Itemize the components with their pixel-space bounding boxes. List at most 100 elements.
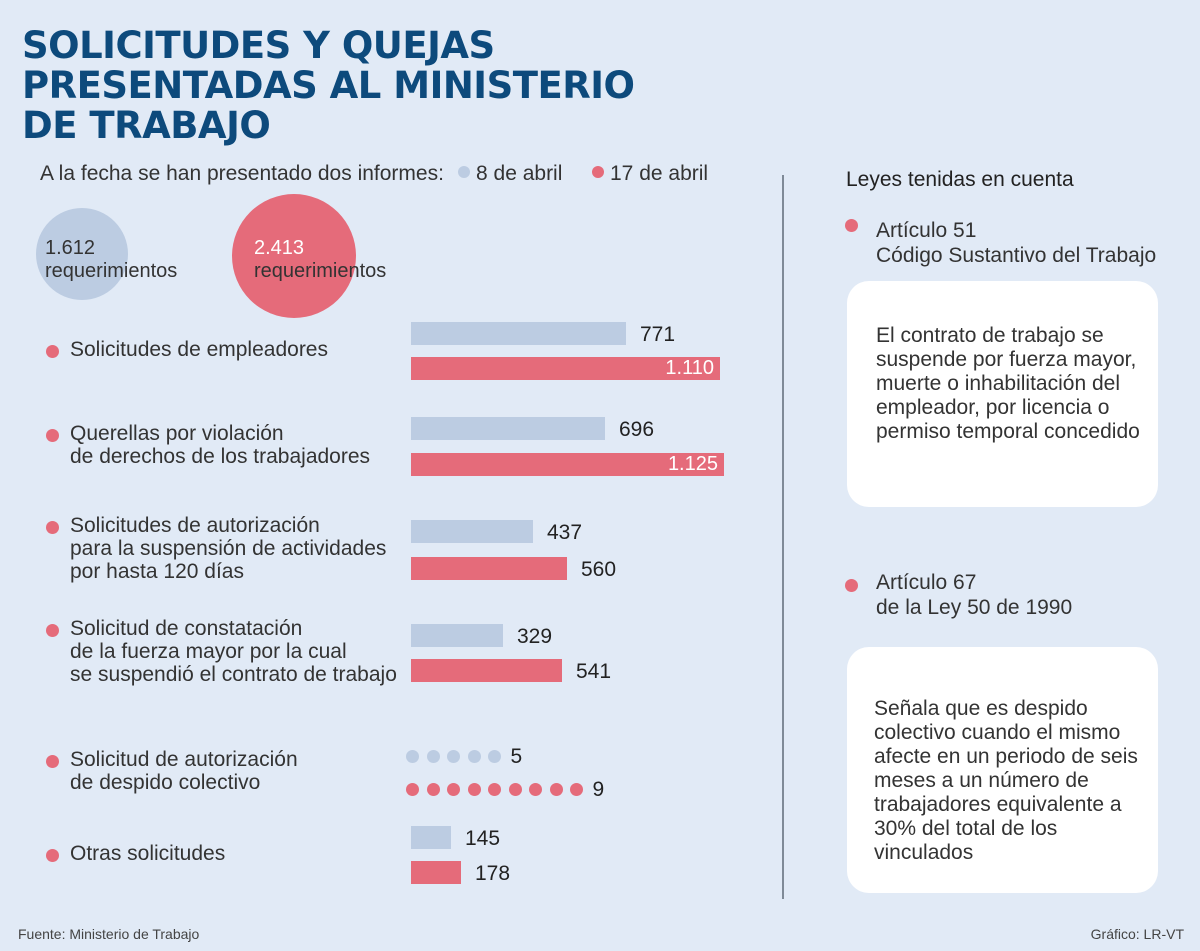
data-label: 5 [510, 745, 523, 768]
category-label: Querellas por violación de derechos de lo… [70, 422, 370, 468]
data-bar [411, 659, 562, 682]
data-label: 329 [517, 625, 553, 648]
data-bar [411, 357, 720, 380]
data-bar [411, 417, 605, 440]
category-label-line: se suspendió el contrato de trabajo [70, 662, 397, 686]
law-text-line: Señala que es despido [874, 697, 1088, 720]
source-note: Fuente: Ministerio de Trabajo [18, 926, 200, 942]
category-bullet [46, 520, 59, 534]
law-text-line: muerte o inhabilitación del [876, 372, 1120, 395]
law-heading-line: Artículo 67 [876, 571, 977, 594]
data-dot [508, 783, 522, 796]
category-label-line: Querellas por violación [70, 421, 284, 445]
law-text-line: trabajadores equivalente a [874, 793, 1122, 816]
credit-note: Gráfico: LR-VT [1090, 926, 1184, 942]
law-bullet [845, 219, 858, 232]
category-bullet [46, 344, 59, 358]
data-bar [411, 520, 533, 543]
data-dot [467, 750, 481, 763]
data-dot [570, 783, 583, 796]
category-label-line: Solicitud de autorización [70, 748, 298, 771]
law-box-articulo-51 [847, 281, 1158, 507]
data-label: 541 [576, 660, 612, 683]
divider [782, 175, 784, 899]
legend-item-8-abril: 8 de abril [458, 162, 562, 186]
title-line: DE TRABAJO [22, 104, 271, 147]
category-label: Otras solicitudes [70, 842, 225, 865]
total-unit: requerimientos [254, 260, 387, 282]
law-text-line: afecte en un periodo de seis [874, 745, 1138, 768]
law-text-line: vinculados [874, 841, 974, 864]
data-dot [426, 783, 440, 796]
law-text-line: empleador, por licencia o [876, 396, 1110, 419]
law-bullet [845, 579, 858, 592]
data-dot [447, 783, 460, 796]
law-heading-articulo-67: Artículo 67 de la Ley 50 de 1990 [876, 570, 1072, 620]
category-label: Solicitud de autorización de despido cole… [70, 748, 298, 794]
law-text-line: suspende por fuerza mayor, [876, 348, 1137, 371]
category-label-line: Solicitud de constatación [70, 616, 303, 640]
data-bar [411, 557, 567, 580]
total-unit: requerimientos [45, 260, 178, 282]
category-bullet [46, 848, 59, 862]
law-text-articulo-51: El contrato de trabajo se suspende por f… [876, 324, 1140, 444]
total-value: 2.413 [254, 237, 305, 259]
data-label: 1.110 [665, 357, 714, 379]
law-box-articulo-67 [847, 647, 1158, 893]
category-bullet [46, 755, 59, 768]
data-label: 560 [581, 558, 617, 581]
data-dot [529, 783, 542, 796]
legend-label: 17 de abril [610, 162, 709, 185]
law-heading-articulo-51: Artículo 51 Código Sustantivo del Trabaj… [876, 218, 1156, 268]
data-label: 437 [547, 521, 583, 544]
category-label-line: por hasta 120 días [70, 559, 244, 583]
total-value: 1.612 [45, 237, 96, 259]
law-text-line: colectivo cuando el mismo [874, 721, 1121, 744]
law-heading-line: Código Sustantivo del Trabajo [876, 244, 1157, 267]
data-bar [411, 453, 724, 476]
data-dot [488, 783, 501, 796]
data-label: 696 [619, 418, 655, 441]
total-bubble-8-abril [36, 208, 128, 300]
data-bar [411, 322, 626, 345]
chart-title: SOLICITUDES Y QUEJAS PRESENTADAS AL MINI… [22, 26, 662, 146]
data-dot [447, 750, 460, 763]
category-label-line: de derechos de los trabajadores [70, 444, 371, 468]
legend-label: 8 de abril [476, 162, 563, 185]
data-dot [467, 783, 481, 796]
law-text-line: 30% del total de los [874, 817, 1058, 840]
category-label: Solicitudes de autorización para la suspe… [70, 514, 386, 583]
legend-dot [592, 166, 604, 178]
category-bullet [46, 623, 59, 637]
total-label-8-abril: 1.612 requerimientos [45, 237, 177, 283]
data-label: 1.125 [667, 453, 718, 475]
law-heading-line: de la Ley 50 de 1990 [876, 596, 1073, 619]
data-dot [406, 750, 419, 763]
data-dot [426, 750, 440, 763]
data-label: 9 [592, 778, 605, 801]
intro-text: A la fecha se han presentado dos informe… [40, 162, 444, 185]
category-bullet [46, 428, 59, 442]
laws-title: Leyes tenidas en cuenta [846, 168, 1074, 191]
data-dot [549, 783, 563, 796]
legend-item-17-abril: 17 de abril [592, 162, 708, 186]
law-heading-line: Artículo 51 [876, 219, 977, 242]
data-label: 771 [640, 323, 676, 346]
data-bar [411, 624, 503, 647]
data-bar [411, 826, 451, 849]
category-label-line: Solicitudes de autorización [70, 513, 320, 537]
category-label: Solicitud de constatación de la fuerza ma… [70, 617, 397, 686]
title-line: PRESENTADAS AL MINISTERIO [22, 64, 635, 107]
data-bar [411, 861, 461, 884]
law-text-line: permiso temporal concedido [876, 420, 1140, 443]
law-text-line: El contrato de trabajo se [876, 324, 1104, 347]
category-label-line: de despido colectivo [70, 771, 261, 794]
category-label-line: Solicitudes de empleadores [70, 337, 328, 361]
category-label-line: Otras solicitudes [70, 841, 226, 865]
title-line: SOLICITUDES Y QUEJAS [22, 24, 495, 67]
data-label: 178 [475, 862, 511, 885]
category-label-line: de la fuerza mayor por la cual [70, 639, 347, 663]
data-dot [406, 783, 419, 796]
total-label-17-abril: 2.413 requerimientos [254, 237, 386, 283]
legend-dot [458, 166, 470, 178]
